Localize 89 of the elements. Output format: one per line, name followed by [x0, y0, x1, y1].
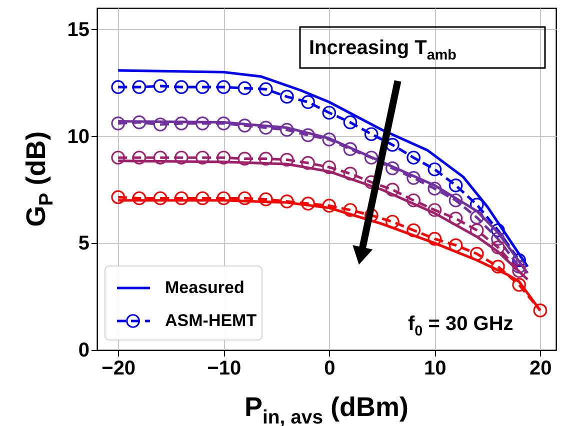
point: [406, 150, 420, 165]
point: [258, 152, 273, 166]
point: [153, 118, 168, 132]
point: [280, 90, 294, 104]
point: [343, 115, 358, 130]
y-tick-label: 0: [78, 340, 90, 362]
point: [491, 240, 505, 254]
point: [470, 198, 484, 212]
point: [470, 246, 484, 261]
point: [216, 116, 231, 130]
point: [111, 190, 126, 204]
point: [132, 150, 146, 165]
point: [301, 95, 315, 109]
point: [470, 210, 484, 224]
x-tick-label: 0: [324, 358, 336, 380]
x-tick-label: 10: [424, 358, 446, 380]
point: [512, 264, 526, 278]
point: [111, 80, 126, 94]
point: [448, 193, 463, 208]
point: [280, 152, 294, 167]
point: [322, 160, 336, 174]
point: [322, 106, 336, 120]
point: [470, 223, 484, 238]
point: [322, 198, 336, 213]
point: [132, 115, 146, 130]
point: [238, 118, 252, 132]
point: [196, 116, 210, 130]
point: [216, 150, 231, 165]
point: [153, 150, 168, 165]
y-tick-label: 15: [67, 18, 90, 41]
point: [364, 127, 378, 142]
point: [428, 203, 442, 217]
point: [491, 223, 505, 238]
point: [216, 191, 231, 206]
point: [132, 80, 146, 94]
x-tick-label: 20: [530, 358, 552, 380]
point: [196, 80, 210, 94]
point: [491, 232, 505, 246]
point: [343, 166, 358, 181]
point: [406, 193, 420, 208]
point: [428, 182, 442, 196]
point: [533, 304, 548, 318]
point: [301, 156, 315, 170]
y-tick-label: 10: [67, 126, 90, 148]
point: [111, 116, 126, 130]
point: [111, 150, 126, 165]
point: [280, 122, 294, 137]
point: [196, 150, 210, 165]
point: [258, 192, 273, 206]
legend-label: ASM-HEMT: [165, 311, 258, 330]
legend-label: Measured: [165, 278, 244, 297]
point: [448, 212, 463, 226]
point: [406, 171, 420, 185]
point: [491, 260, 505, 274]
point: [512, 260, 526, 274]
point: [386, 161, 400, 176]
point: [258, 82, 273, 96]
y-tick-label: 5: [78, 232, 90, 255]
point: [322, 132, 336, 146]
point: [153, 79, 168, 93]
point: [512, 278, 526, 292]
x-tick-label: −20: [102, 358, 136, 380]
point: [174, 150, 188, 165]
point: [196, 191, 210, 206]
point: [238, 191, 252, 206]
point: [406, 223, 420, 238]
point: [238, 81, 252, 96]
point: [174, 191, 188, 206]
point: [386, 214, 400, 229]
y-axis-title: GP (dB): [21, 131, 58, 227]
point: [258, 120, 273, 135]
point: [301, 128, 315, 142]
point: [216, 80, 231, 94]
point: [301, 196, 315, 210]
point: [174, 80, 188, 94]
point: [428, 232, 442, 246]
point: [364, 150, 378, 165]
point: [448, 238, 463, 252]
point: [238, 152, 252, 166]
point: [153, 191, 168, 206]
point: [132, 191, 146, 206]
point: [280, 194, 294, 208]
point: [386, 182, 400, 197]
point: [343, 142, 358, 156]
point: [428, 162, 442, 176]
x-tick-label: −10: [207, 358, 242, 380]
point: [448, 178, 463, 192]
point: [343, 203, 358, 217]
point: [174, 116, 188, 130]
